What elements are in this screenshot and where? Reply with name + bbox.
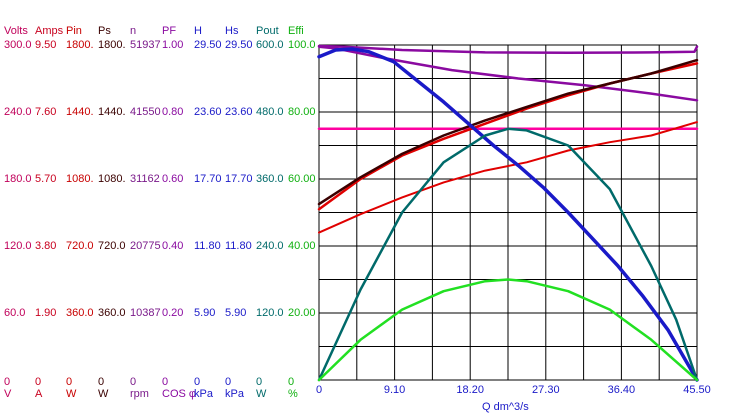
series-line-6 [317,58,699,206]
scale-tick-label: 29.50 [194,39,222,51]
scale-header-effi: Effi [288,25,304,37]
scale-header-n: n [130,25,136,37]
scale-tick-label: 0 [256,376,262,388]
scale-tick-label: 300.0 [4,39,32,51]
scale-tick-label: 11.80 [194,240,221,252]
scale-tick-label: 60.00 [288,173,316,185]
scale-tick-label: 0.40 [162,240,183,252]
scale-tick-label: 9.50 [35,39,56,51]
scale-tick-label: 7.60 [35,106,56,118]
scale-unit-n: rpm [130,388,149,400]
scale-tick-label: 0.20 [162,307,183,319]
scale-tick-label: 100.0 [288,39,316,51]
x-axis: 0 9.10 18.20 27.30 36.40 45.50 [316,384,711,396]
scale-tick-label: 1080. [98,173,126,185]
scale-tick-label: 40.00 [288,240,316,252]
scale-tick-label: 20775 [130,240,161,252]
scale-unit-pf: COS φ [162,388,196,400]
scale-tick-label: 0 [35,376,41,388]
series-line-7 [317,47,699,382]
series-line-8 [317,127,699,382]
scale-tick-label: 240.0 [4,106,32,118]
scale-tick-label: 1440. [98,106,126,118]
scale-tick-label: 240.0 [256,240,284,252]
scale-tick-label: 31162 [130,173,160,185]
x-tick-label: 45.50 [683,384,711,396]
x-tick-label: 9.10 [384,384,405,396]
scale-tick-label: 41550 [130,106,161,118]
scale-tick-label: 1.00 [162,39,183,51]
scale-tick-label: 480.0 [256,106,284,118]
scale-tick-label: 0 [288,376,294,388]
scale-header-ps: Ps [98,25,111,37]
scale-header-amps: Amps [35,25,64,37]
scale-tick-label: 1440. [66,106,94,118]
scale-unit-pin: W [66,388,77,400]
scale-tick-label: 720.0 [98,240,126,252]
scale-tick-label: 17.70 [225,173,253,185]
scale-unit-volts: V [4,388,12,400]
scale-tick-label: 0.80 [162,106,183,118]
scale-tick-label: 0 [130,376,136,388]
series-line-3 [317,44,699,54]
series-line-9 [317,278,699,382]
scale-unit-amps: A [35,388,43,400]
x-tick-label: 0 [316,384,322,396]
scale-tick-label: 600.0 [256,39,284,51]
scale-tick-label: 0 [225,376,231,388]
scale-tick-label: 0 [4,376,10,388]
scale-tick-label: 5.90 [225,307,246,319]
scale-tick-label: 0 [98,376,104,388]
scale-header-volts: Volts [4,25,28,37]
scale-tick-label: 1080. [66,173,94,185]
scale-tick-label: 11.80 [225,240,252,252]
scale-unit-hs: kPa [225,388,245,400]
scale-tick-label: 80.00 [288,106,316,118]
x-axis-label: Q dm^3/s [482,401,529,413]
x-tick-label: 36.40 [608,384,636,396]
scale-tick-label: 5.70 [35,173,56,185]
scale-tick-label: 17.70 [194,173,222,185]
chart-curves [317,44,699,382]
scale-unit-effi: % [288,388,298,400]
x-tick-label: 18.20 [456,384,484,396]
scale-header-pout: Pout [256,25,279,37]
series-line-4 [318,121,698,234]
scale-unit-h: kPa [194,388,214,400]
scale-tick-label: 180.0 [4,173,32,185]
left-axis-scales: Volts300.0240.0180.0120.060.00VAmps9.507… [4,25,316,400]
scale-tick-label: 23.60 [194,106,222,118]
scale-tick-label: 360.0 [256,173,284,185]
scale-tick-label: 5.90 [194,307,215,319]
scale-tick-label: 0 [66,376,72,388]
x-tick-label: 27.30 [532,384,560,396]
scale-tick-label: 3.80 [35,240,56,252]
scale-tick-label: 23.60 [225,106,253,118]
scale-tick-label: 10387 [130,307,161,319]
scale-tick-label: 360.0 [66,307,94,319]
scale-tick-label: 20.00 [288,307,316,319]
scale-header-hs: Hs [225,25,239,37]
scale-unit-pout: W [256,388,267,400]
scale-tick-label: 720.0 [66,240,94,252]
scale-tick-label: 29.50 [225,39,253,51]
scale-tick-label: 360.0 [98,307,126,319]
scale-unit-ps: W [98,388,109,400]
scale-header-pf: PF [162,25,176,37]
scale-tick-label: 120.0 [4,240,32,252]
scale-tick-label: 0 [162,376,168,388]
scale-tick-label: 0 [194,376,200,388]
scale-tick-label: 60.0 [4,307,25,319]
scale-tick-label: 120.0 [256,307,284,319]
scale-tick-label: 1800. [98,39,126,51]
scale-header-pin: Pin [66,25,82,37]
scale-tick-label: 51937 [130,39,161,51]
scale-header-h: H [194,25,202,37]
scale-tick-label: 1.90 [35,307,56,319]
scale-tick-label: 1800. [66,39,94,51]
scale-tick-label: 0.60 [162,173,183,185]
